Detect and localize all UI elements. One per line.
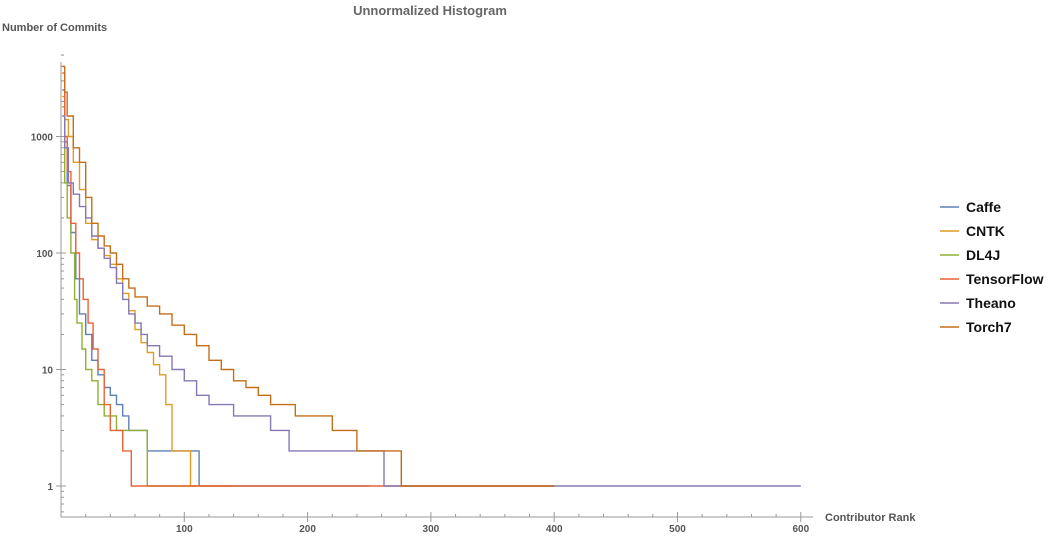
x-tick-label: 300 — [423, 524, 440, 535]
y-tick-label: 1000 — [31, 133, 54, 144]
legend-label-tensorflow: TensorFlow — [966, 271, 1044, 287]
x-axis-label: Contributor Rank — [825, 512, 916, 524]
y-tick-label: 100 — [36, 249, 53, 260]
x-tick-label: 500 — [669, 524, 686, 535]
legend-label-torch7: Torch7 — [966, 319, 1012, 335]
x-tick-label: 200 — [299, 524, 316, 535]
series-line-dl4j — [62, 106, 197, 487]
series-line-theano — [62, 115, 801, 487]
x-tick-label: 100 — [176, 524, 193, 535]
series-line-torch7 — [62, 65, 555, 487]
series-line-cntk — [62, 95, 234, 487]
axes: 1 10 100 1000 100 200 300 400 500 600 — [31, 54, 814, 535]
x-tick-label: 600 — [792, 524, 809, 535]
y-tick-label: 10 — [42, 366, 54, 377]
chart-title: Unnormalized Histogram — [353, 3, 507, 18]
legend-label-cntk: CNTK — [966, 223, 1005, 239]
x-tick-label: 400 — [546, 524, 563, 535]
series-line-tensorflow — [62, 72, 555, 487]
legend-label-caffe: Caffe — [966, 199, 1001, 215]
legend-label-theano: Theano — [966, 295, 1016, 311]
y-axis-label: Number of Commits — [2, 22, 107, 34]
y-tick-label: 1 — [47, 482, 53, 493]
legend: Caffe CNTK DL4J TensorFlow Theano Torch7 — [940, 199, 1044, 335]
series-line-caffe — [62, 89, 370, 487]
series-layer — [62, 65, 801, 487]
legend-label-dl4j: DL4J — [966, 247, 1000, 263]
